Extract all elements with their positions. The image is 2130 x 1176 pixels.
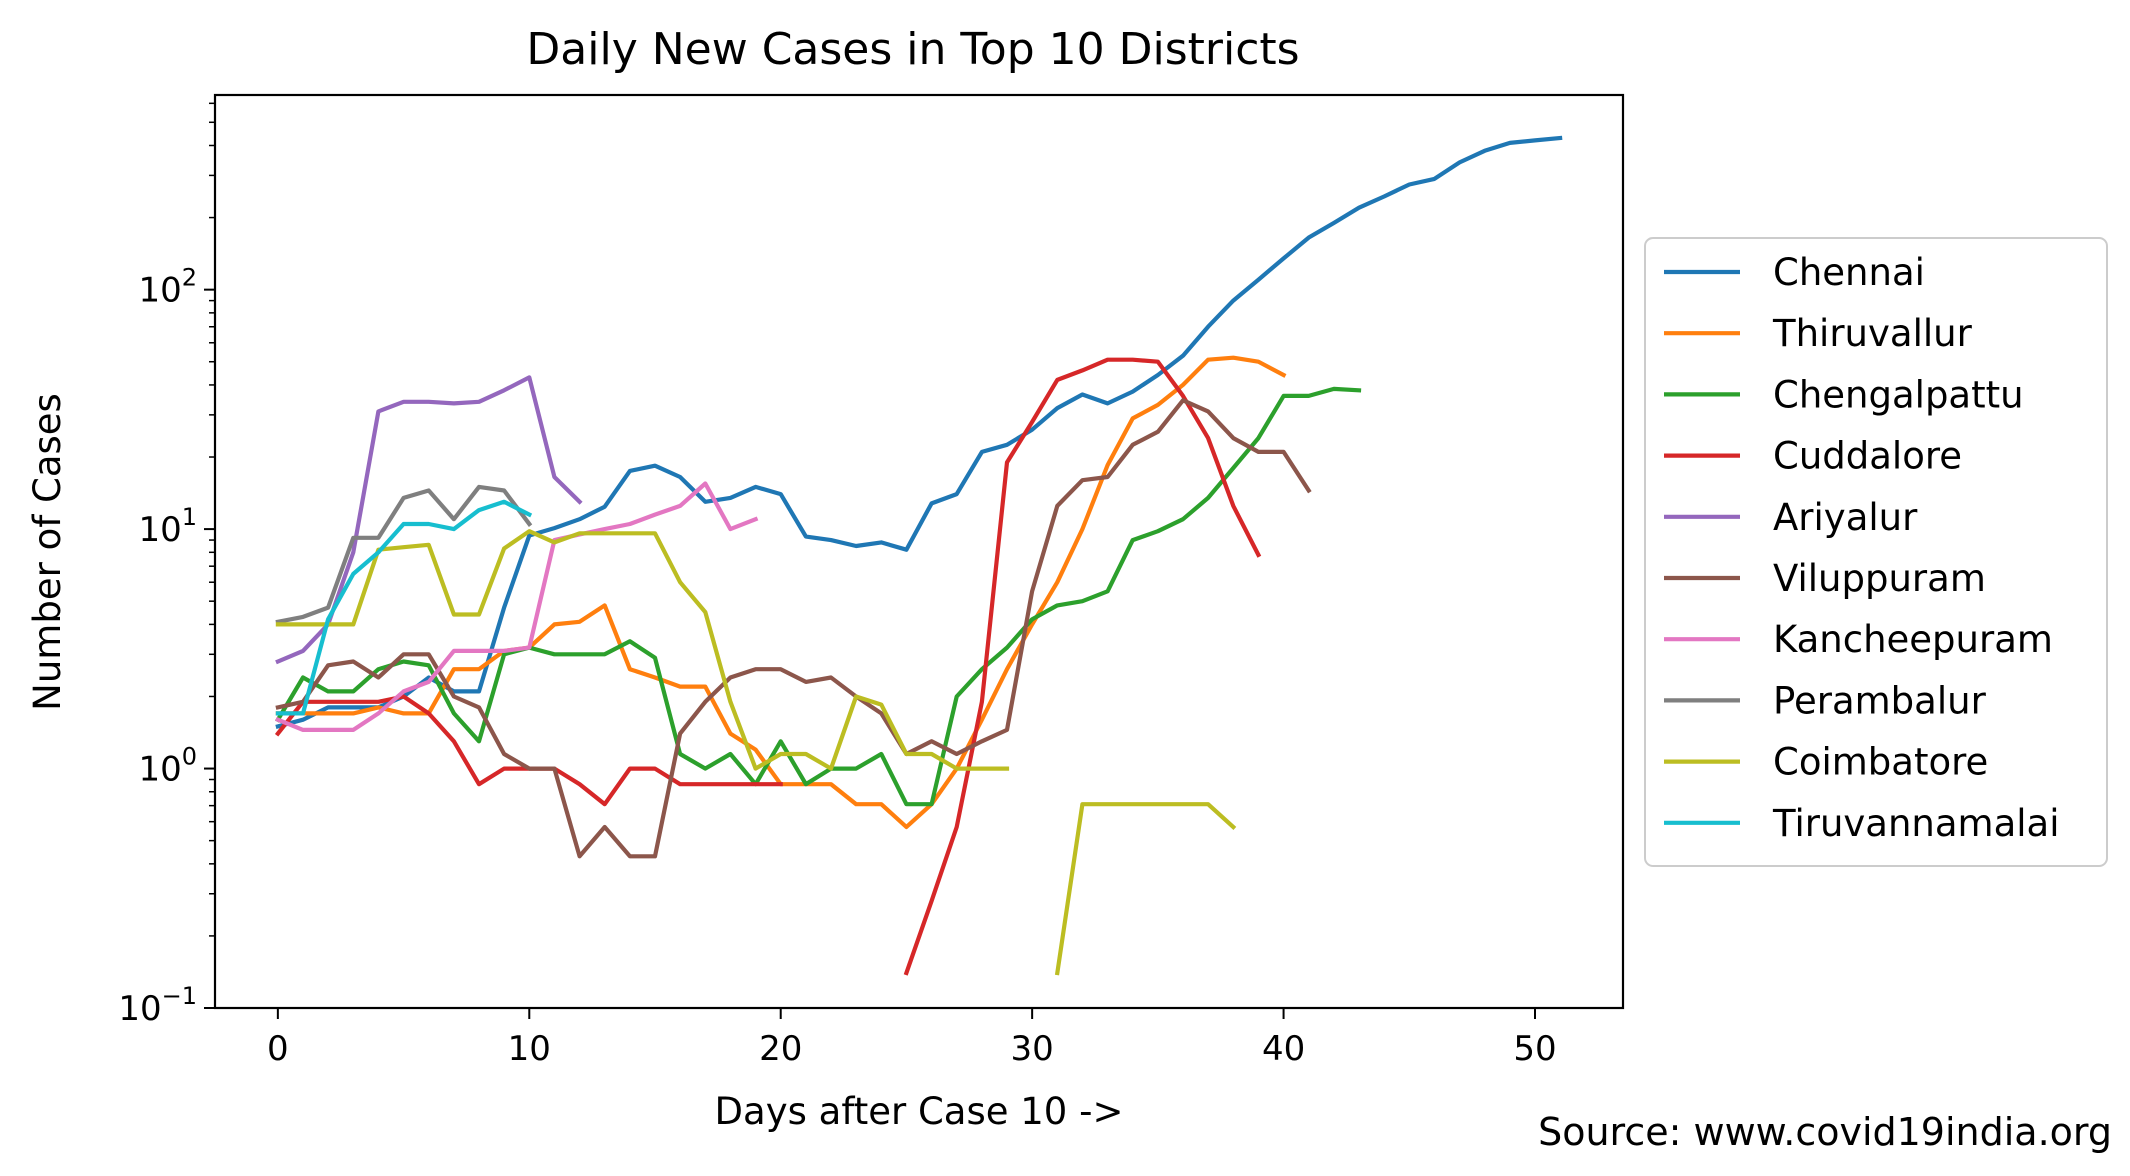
legend-label-tiruvannamalai: Tiruvannamalai xyxy=(1772,802,2060,845)
legend-label-thiruvallur: Thiruvallur xyxy=(1772,312,1973,355)
series-layer xyxy=(274,135,1563,976)
plot-area xyxy=(213,93,1625,1010)
y-tick-label: 100 xyxy=(138,743,197,790)
legend: Chennai Thiruvallur Chengalpattu Cuddalore A… xyxy=(1644,237,2108,867)
legend-label-chengalpattu: Chengalpattu xyxy=(1773,373,2024,416)
legend-label-chennai: Chennai xyxy=(1773,251,1925,294)
plot-border xyxy=(213,93,1625,1010)
series-line-chengalpattu xyxy=(275,386,1362,807)
y-tick-label: 102 xyxy=(138,264,197,311)
series-line-kancheepuram xyxy=(275,481,759,732)
x-tick-label: 40 xyxy=(1262,1029,1305,1069)
x-tick-label: 30 xyxy=(1011,1029,1054,1069)
chart-title: Daily New Cases in Top 10 Districts xyxy=(526,24,1299,75)
x-tick-label: 20 xyxy=(759,1029,802,1069)
legend-label-coimbatore: Coimbatore xyxy=(1773,741,1988,784)
y-tick-label: 10−1 xyxy=(118,982,197,1029)
x-tick-label: 10 xyxy=(508,1029,551,1069)
legend-label-ariyalur: Ariyalur xyxy=(1773,496,1918,539)
series-line-perambalur xyxy=(275,484,533,625)
legend-label-viluppuram: Viluppuram xyxy=(1773,557,1986,600)
legend-label-kancheepuram: Kancheepuram xyxy=(1773,618,2053,661)
x-axis-label: Days after Case 10 -> xyxy=(715,1090,1124,1133)
y-axis: 10−1 100 101 102 xyxy=(118,102,215,1029)
y-tick-label: 101 xyxy=(138,503,197,550)
x-axis: 0 10 20 30 40 50 xyxy=(267,1008,1557,1069)
x-tick-label: 0 xyxy=(267,1029,289,1069)
legend-label-cuddalore: Cuddalore xyxy=(1773,435,1962,478)
source-note: Source: www.covid19india.org xyxy=(1538,1110,2112,1154)
y-axis-label: Number of Cases xyxy=(26,393,69,711)
series-line-viluppuram xyxy=(275,398,1312,859)
series-line-tiruvannamalai xyxy=(275,499,533,716)
legend-label-perambalur: Perambalur xyxy=(1773,679,1987,722)
x-tick-label: 50 xyxy=(1513,1029,1556,1069)
series-line-coimbatore xyxy=(275,529,1237,976)
plot-frame xyxy=(215,95,1623,1008)
legend-frame xyxy=(1644,237,2108,867)
